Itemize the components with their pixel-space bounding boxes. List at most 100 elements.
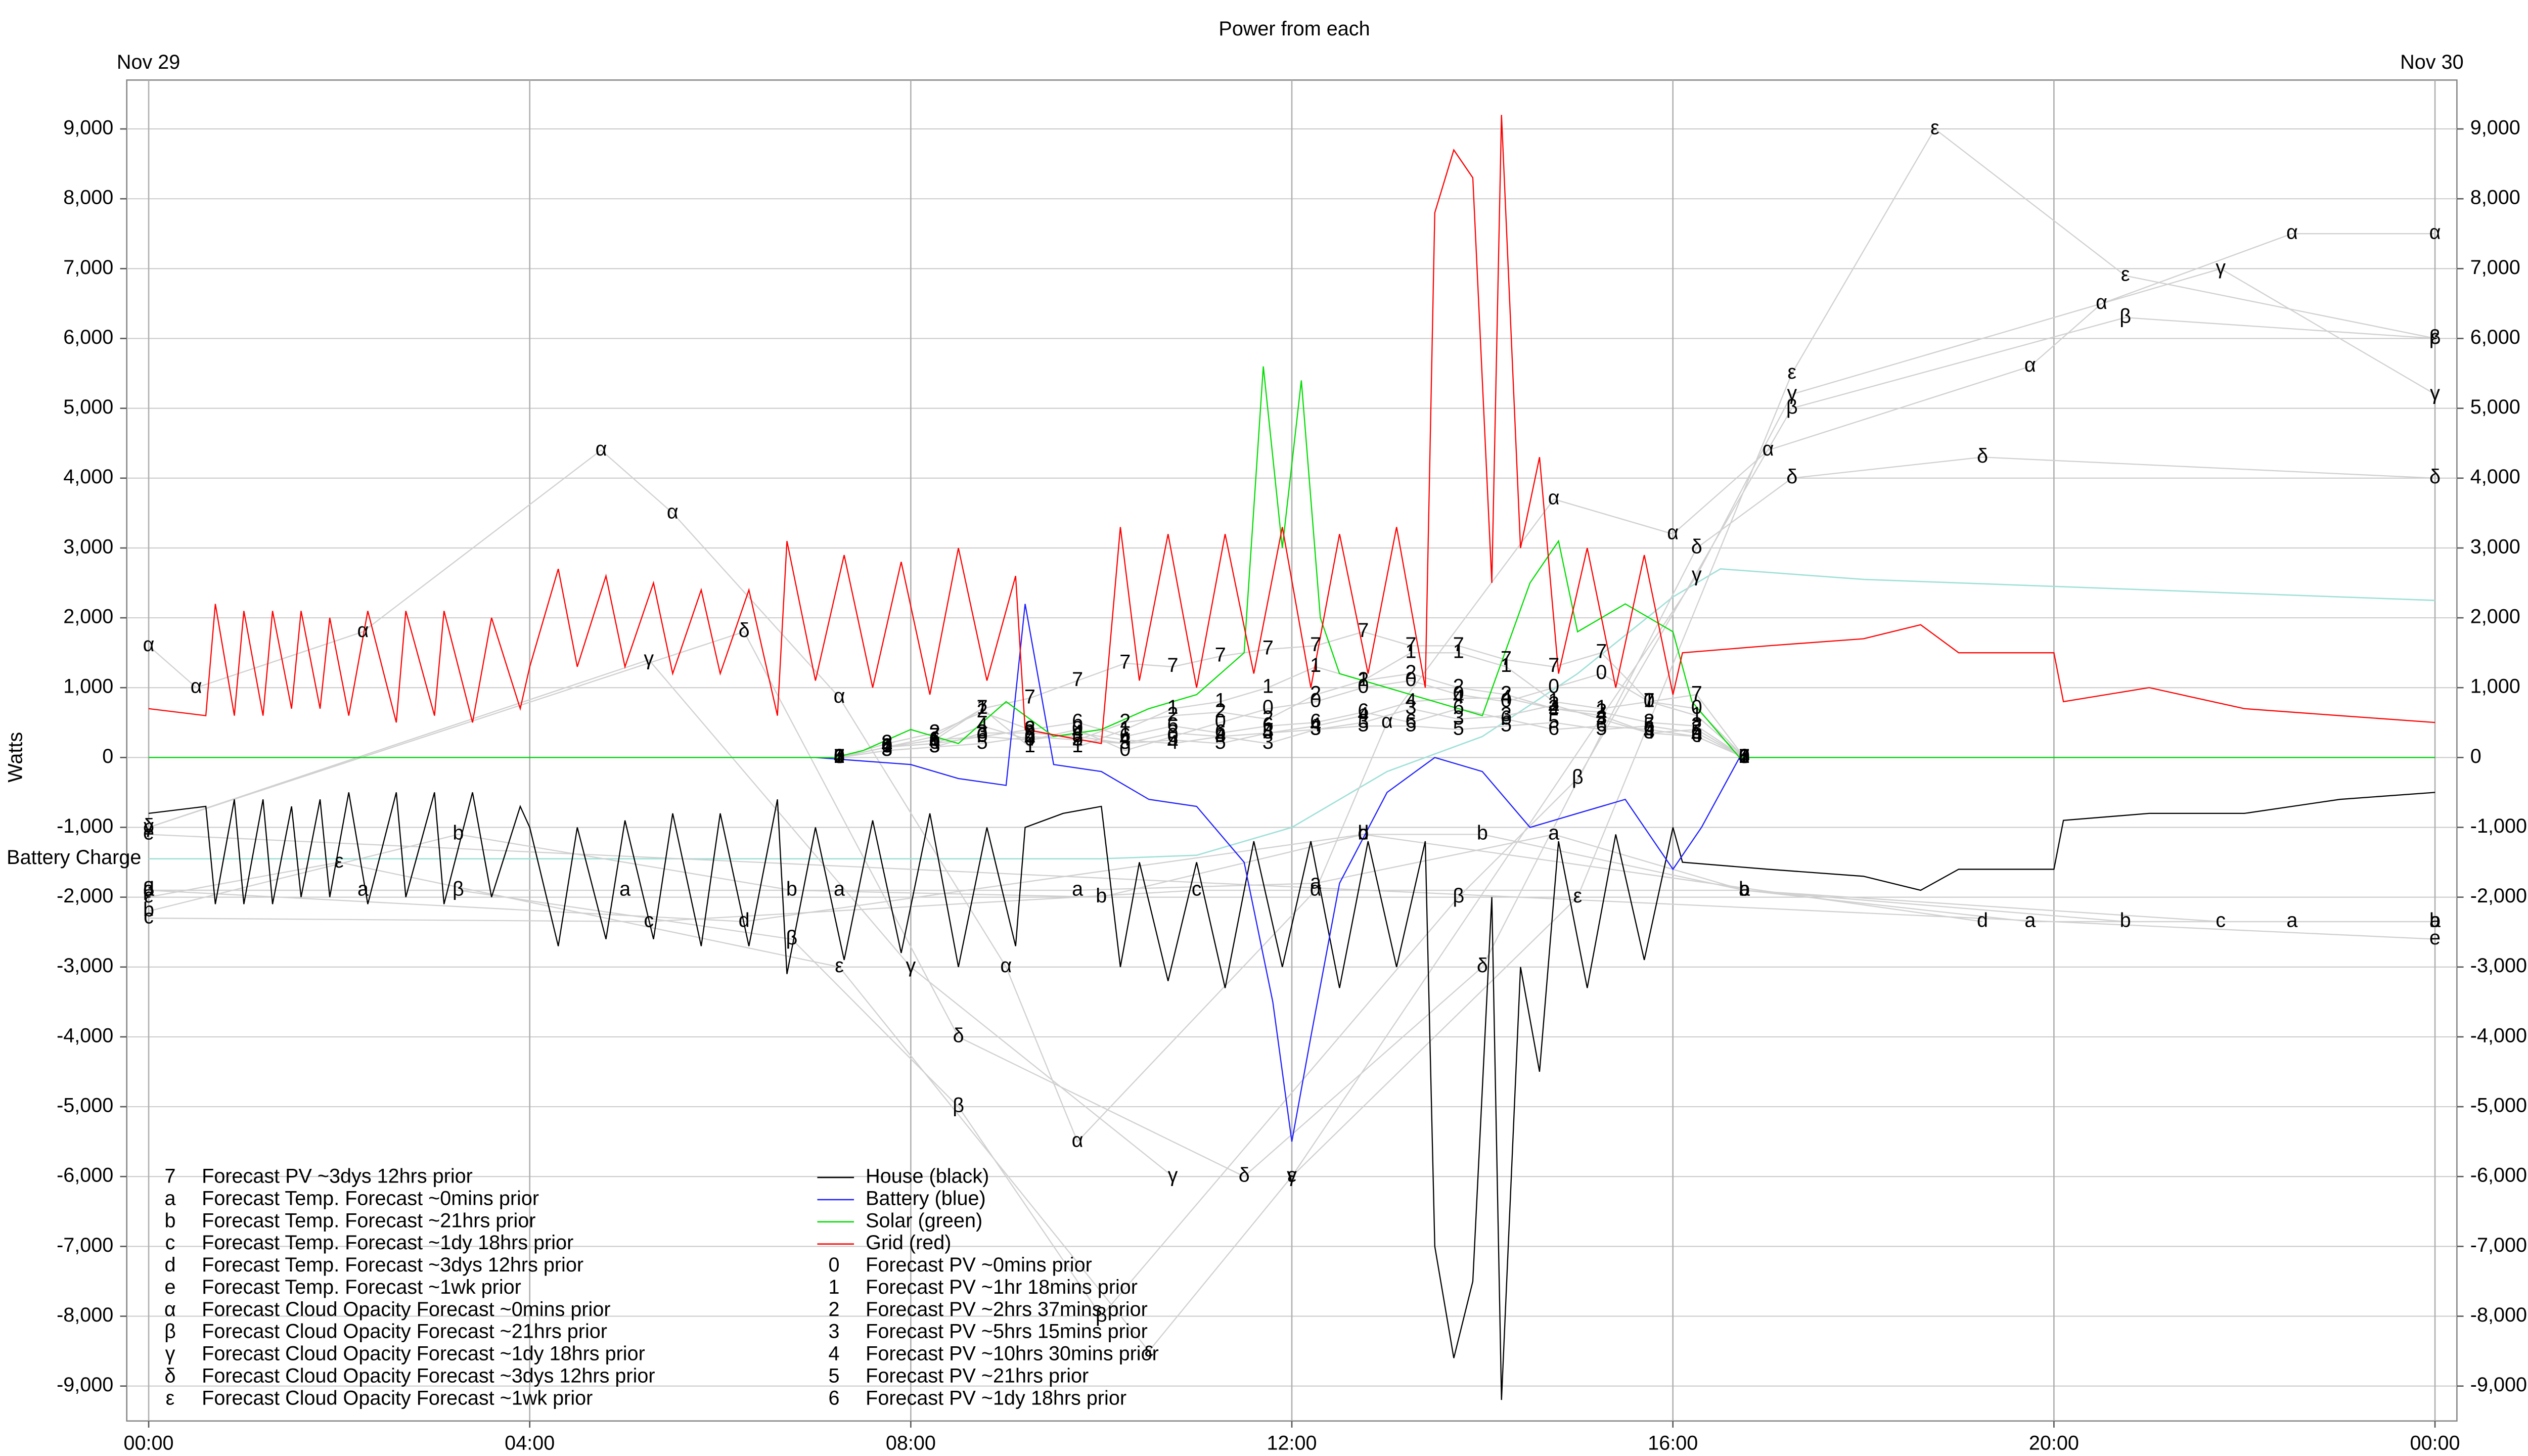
forecast-marker: b: [1096, 885, 1107, 907]
forecast-marker: 3: [1119, 731, 1131, 753]
forecast-marker: ε: [1787, 361, 1796, 383]
legend-item: Solar (green): [817, 1209, 982, 1232]
forecast-marker: 1: [1644, 689, 1655, 711]
forecast-marker: γ: [644, 647, 654, 669]
forecast-marker: 1: [1119, 717, 1131, 740]
forecast-marker: e: [2429, 927, 2441, 949]
forecast-marker: b: [2120, 909, 2131, 931]
forecast-marker: a: [1072, 878, 1084, 900]
y2-tick-label: 9,000: [2470, 117, 2520, 139]
forecast-marker: 7: [1024, 686, 1035, 708]
forecast-line: [148, 889, 2221, 923]
legend-item: 5 Forecast PV ~21hrs prior: [828, 1364, 1089, 1387]
forecast-marker: 0: [1501, 689, 1512, 711]
y-tick-label: -6,000: [57, 1164, 113, 1187]
legend-item: γ Forecast Cloud Opacity Forecast ~1dy 18…: [165, 1343, 645, 1365]
forecast-marker: b: [2429, 909, 2441, 931]
y2-tick-label: 1,000: [2470, 675, 2520, 698]
forecast-marker: a: [1548, 822, 1560, 844]
forecast-marker: 7: [1358, 619, 1369, 642]
y2-tick-label: 5,000: [2470, 396, 2520, 418]
forecast-marker: 3: [1215, 724, 1226, 746]
y-tick-label: -1,000: [57, 815, 113, 837]
forecast-marker: 0: [881, 735, 892, 757]
forecast-line: [148, 834, 1983, 923]
forecast-marker: 0: [1453, 682, 1464, 704]
forecast-marker: 0: [1691, 696, 1702, 718]
legend-label: Forecast PV ~21hrs prior: [866, 1364, 1089, 1387]
y-tick-label: -4,000: [57, 1024, 113, 1046]
forecast-marker: 0: [1072, 717, 1083, 740]
forecast-marker: 5: [1548, 710, 1559, 733]
y-tick-label: 5,000: [63, 396, 113, 418]
forecast-marker: 1: [881, 735, 892, 757]
forecast-marker: δ: [1977, 445, 1988, 467]
legend-label: Forecast Temp. Forecast ~21hrs prior: [202, 1209, 535, 1232]
forecast-marker: 2: [1406, 661, 1417, 684]
forecast-marker: ε: [2121, 263, 2130, 286]
forecast-marker: 6: [1215, 720, 1226, 743]
y-tick-label: 4,000: [63, 466, 113, 488]
forecast-marker: 4: [1167, 731, 1179, 753]
y-tick-label: -3,000: [57, 954, 113, 977]
forecast-marker: 0: [1406, 668, 1417, 691]
forecast-marker: 1: [834, 745, 845, 767]
forecast-marker: 0: [1548, 675, 1559, 698]
series-line: [148, 792, 2435, 1400]
legend-label: Forecast PV ~2hrs 37mins prior: [866, 1298, 1148, 1321]
y2-tick-label: 0: [2470, 745, 2481, 767]
y-tick-label: 1,000: [63, 675, 113, 698]
forecast-marker: γ: [1168, 1164, 1178, 1187]
legend-symbol: 5: [828, 1364, 839, 1387]
legend-item: 3 Forecast PV ~5hrs 15mins prior: [828, 1321, 1147, 1343]
x-tick-label: 12:00: [1267, 1432, 1317, 1454]
forecast-marker: 6: [1406, 710, 1417, 733]
forecast-marker: a: [2286, 909, 2298, 931]
forecast-marker: a: [2024, 909, 2036, 931]
forecast-marker: 2: [1501, 682, 1512, 704]
forecast-marker: 4: [1406, 689, 1417, 711]
forecast-marker: a: [1310, 871, 1322, 893]
x-tick-label: 00:00: [2410, 1432, 2460, 1454]
forecast-marker: 5: [1501, 714, 1512, 736]
forecast-marker: 4: [1310, 714, 1321, 736]
forecast-marker: 5: [977, 731, 988, 753]
forecast-line: [148, 457, 2435, 1177]
y-tick-label: 7,000: [63, 256, 113, 279]
forecast-marker: γ: [1787, 382, 1797, 404]
forecast-marker: 5: [1119, 731, 1131, 753]
forecast-line: [148, 834, 2435, 940]
forecast-marker: 4: [1358, 703, 1369, 725]
forecast-marker: 2: [977, 700, 988, 722]
forecast-marker: α: [1381, 710, 1393, 733]
forecast-marker: 4: [1691, 724, 1702, 746]
y-tick-label: 0: [102, 745, 113, 767]
forecast-marker: 4: [1453, 686, 1464, 708]
forecast-marker: γ: [906, 954, 916, 977]
forecast-marker: 3: [1310, 717, 1321, 740]
forecast-marker: 5: [1691, 720, 1702, 743]
forecast-marker: 0: [1596, 661, 1607, 684]
forecast-marker: a: [619, 878, 631, 900]
legend-label: Forecast Cloud Opacity Forecast ~1dy 18h…: [202, 1343, 645, 1365]
forecast-marker: 3: [977, 720, 988, 743]
forecast-marker: 3: [1453, 707, 1464, 729]
forecast-marker: 6: [1453, 696, 1464, 718]
forecast-marker: 6: [1548, 717, 1559, 740]
y2-tick-label: 2,000: [2470, 606, 2520, 628]
y2-tick-label: -6,000: [2470, 1164, 2527, 1187]
forecast-marker: 5: [1024, 724, 1035, 746]
legend-item: a Forecast Temp. Forecast ~0mins prior: [164, 1187, 539, 1209]
legend-symbol: γ: [165, 1343, 175, 1365]
forecast-marker: β: [2429, 326, 2441, 348]
forecast-marker: 7: [834, 745, 845, 767]
forecast-marker: 1: [1167, 696, 1179, 718]
forecast-line: [839, 697, 1745, 758]
forecast-marker: 2: [881, 731, 892, 753]
forecast-marker: b: [1358, 822, 1369, 844]
forecast-marker: 1: [1548, 689, 1559, 711]
forecast-marker: 7: [1739, 745, 1750, 767]
forecast-marker: 5: [1596, 717, 1607, 740]
legend-item: 6 Forecast PV ~1dy 18hrs prior: [828, 1387, 1126, 1409]
y2-tick-label: -4,000: [2470, 1024, 2527, 1046]
